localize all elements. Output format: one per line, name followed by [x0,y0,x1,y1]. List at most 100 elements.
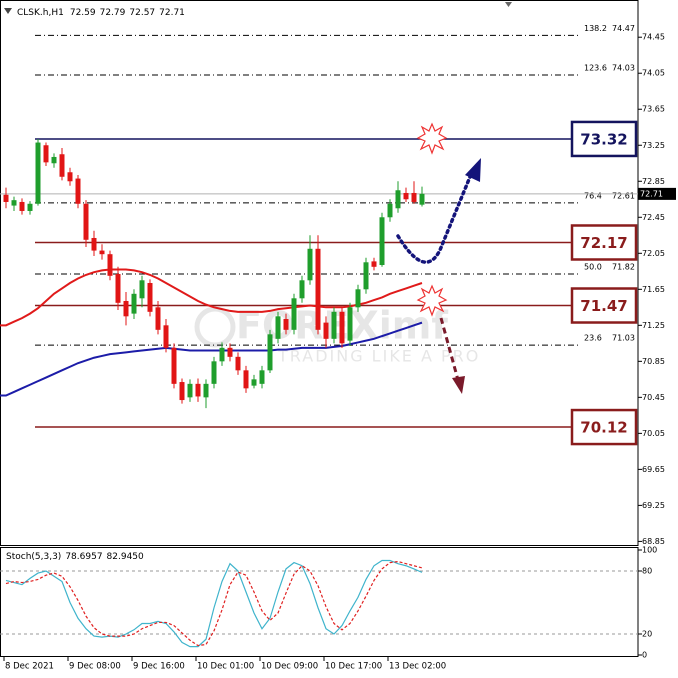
candle-body [395,190,401,209]
fib-price: 74.47 [612,24,635,33]
close-readout: 72.71 [159,8,185,18]
candle-body [19,201,25,211]
candle-body [27,203,33,211]
scroll-marker [505,2,512,7]
x-tick-label: 9 Dec 16:00 [133,662,185,672]
candle-body [387,203,393,218]
y-tick-label: 73.25 [642,141,665,150]
annotations [396,122,481,394]
candle-body [115,274,121,303]
main-panel: 68.85 69.25 69.65 70.05 70.45 70.85 71.25 71.65… [0,0,665,672]
candle-body [211,361,217,384]
candle-body [51,156,57,164]
y-tick-label: 20 [642,630,652,639]
candle-body [259,370,265,384]
y-tick-label: 73.65 [642,105,665,114]
candle-body [339,311,345,344]
candle-body [147,283,153,312]
stoch-line [5,560,423,647]
fib-ratio: 50.0 [584,263,602,272]
candle-body [163,325,169,348]
level-box [570,287,638,324]
candle-body [251,379,257,386]
candle-body [347,307,353,341]
x-tick-label: 10 Dec 01:00 [197,662,254,672]
candle-body [75,178,81,204]
y-tick-label: 68.85 [642,537,665,546]
fib-price: 71.03 [612,334,635,343]
candle-body [403,192,409,200]
candle-body [59,154,65,177]
candle-body [131,293,137,314]
candle-body [203,383,209,398]
y-tick-label: 72.05 [642,249,665,258]
header-icon [4,8,12,14]
stoch-header: Stoch(5,3,3) 78.6957 82.9450 [6,552,144,562]
candle-body [355,289,361,308]
x-tick-label: 13 Dec 02:00 [389,662,446,672]
candle-body [91,237,97,251]
candle-body [3,194,9,202]
candle-body [363,262,369,290]
candle-body [123,301,129,317]
level-label: 71.47 [580,297,627,315]
candle-body [291,298,297,330]
candle-body [275,316,281,339]
fib-ratio: 138.2 [584,24,607,33]
high-readout: 72.79 [100,8,126,18]
candle-body [243,370,249,389]
stoch-d-readout: 82.9450 [107,552,144,562]
candle-body [371,261,377,267]
candle-body [179,382,185,401]
main-frame [0,0,639,546]
y-tick-label: 71.25 [642,321,665,330]
candle-body [99,250,105,255]
candle-body [67,172,73,182]
y-tick-label: 71.65 [642,285,665,294]
y-tick-label: 70.85 [642,357,665,366]
y-tick-label: 70.45 [642,393,665,402]
candle-body [83,203,89,240]
candle-body [155,307,161,330]
y-tick-label: 70.05 [642,429,665,438]
level-label: 72.17 [580,234,627,252]
candle-body [43,145,49,163]
burst-icon [416,284,448,317]
y-tick-label: 74.05 [642,69,665,78]
y-tick-label: 72.45 [642,213,665,222]
watermark-slogan: TRADING LIKE A PRO [277,347,480,366]
moving-average [0,268,423,327]
fib-price: 71.82 [612,263,635,272]
candle-body [139,280,145,299]
x-tick-label: 8 Dec 2021 [5,662,54,672]
arrow-down-path [439,317,460,381]
candle-body [11,200,17,206]
candle-body [267,334,273,371]
stoch-title: Stoch(5,3,3) [6,552,61,562]
level-box [570,224,638,261]
moving-average [0,321,423,397]
stoch-k-readout: 78.6957 [65,552,102,562]
level-box [570,408,638,446]
fib-price: 74.03 [612,64,635,73]
candle-body [419,193,425,205]
stoch-line [5,559,423,648]
candle-body [379,217,385,265]
candle-body [107,254,113,276]
stoch-frame [0,547,639,657]
arrow-up-head [465,158,481,182]
arrow-down-head [452,376,465,394]
level-box [570,120,638,158]
plot-area: 138.2 74.47 123.6 74.03 76.4 72.61 50.0 71.82 23… [0,24,676,648]
price-tag [638,187,676,200]
y-tick-label: 0 [642,651,647,660]
y-tick-label: 72.85 [642,177,665,186]
candle-body [227,347,233,357]
open-readout: 72.59 [70,8,96,18]
fib-ratio: 23.6 [584,334,602,343]
candle-body [323,322,329,339]
level-label: 73.32 [580,130,627,148]
x-tick-label: 10 Dec 09:00 [261,662,318,672]
